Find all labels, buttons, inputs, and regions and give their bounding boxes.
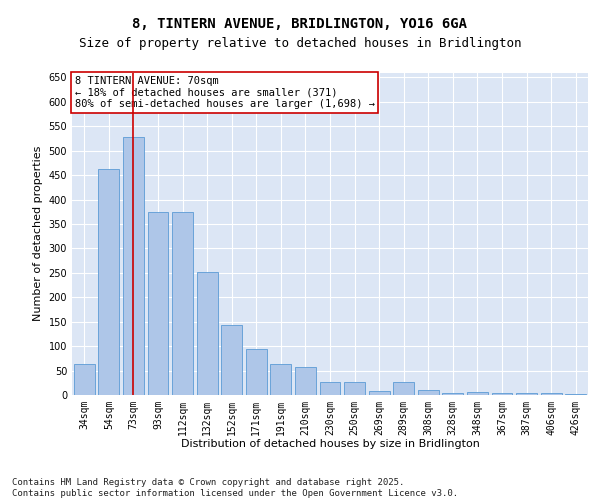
Text: Size of property relative to detached houses in Bridlington: Size of property relative to detached ho… xyxy=(79,38,521,51)
Bar xyxy=(221,325,242,395)
Text: 8, TINTERN AVENUE, BRIDLINGTON, YO16 6GA: 8, TINTERN AVENUE, BRIDLINGTON, YO16 6GA xyxy=(133,18,467,32)
Bar xyxy=(148,212,169,395)
Bar xyxy=(565,394,586,395)
Bar xyxy=(516,392,537,395)
Bar xyxy=(246,348,267,395)
Text: Contains HM Land Registry data © Crown copyright and database right 2025.
Contai: Contains HM Land Registry data © Crown c… xyxy=(12,478,458,498)
Bar xyxy=(271,364,292,395)
Bar xyxy=(393,382,414,395)
Bar xyxy=(491,392,512,395)
Bar xyxy=(123,137,144,395)
Bar xyxy=(98,169,119,395)
Bar xyxy=(368,391,389,395)
Text: 8 TINTERN AVENUE: 70sqm
← 18% of detached houses are smaller (371)
80% of semi-d: 8 TINTERN AVENUE: 70sqm ← 18% of detache… xyxy=(74,76,374,109)
Bar xyxy=(541,392,562,395)
Bar xyxy=(467,392,488,395)
Bar xyxy=(295,367,316,395)
Bar xyxy=(74,364,95,395)
Bar xyxy=(320,382,340,395)
Y-axis label: Number of detached properties: Number of detached properties xyxy=(33,146,43,322)
Bar xyxy=(172,212,193,395)
Bar xyxy=(197,272,218,395)
Bar xyxy=(344,382,365,395)
X-axis label: Distribution of detached houses by size in Bridlington: Distribution of detached houses by size … xyxy=(181,440,479,450)
Bar xyxy=(418,390,439,395)
Bar xyxy=(442,392,463,395)
